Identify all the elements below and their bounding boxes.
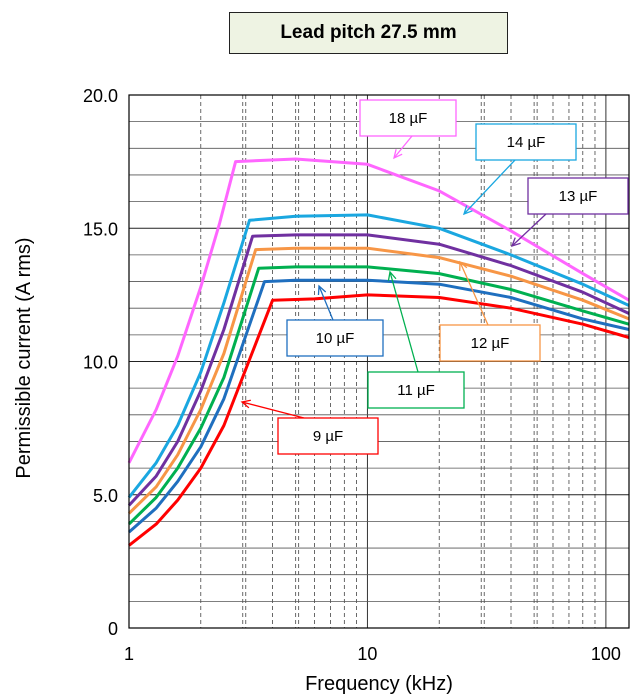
series-lines xyxy=(127,157,630,547)
annotation-arrow xyxy=(459,261,489,326)
annotation-box xyxy=(367,371,465,409)
annotation-label: 11 µF xyxy=(397,382,435,399)
annotation-arrowhead xyxy=(240,399,251,409)
annotation-box xyxy=(527,177,629,215)
annotation-arrow xyxy=(511,213,547,247)
annotations: 18 µF 14 µF 13 µF 12 µF 11 µF 10 µF 9 µF xyxy=(240,99,629,455)
annotation-box xyxy=(277,417,379,455)
annotation-arrow xyxy=(463,159,516,215)
y-tick-label: 15.0 xyxy=(83,219,118,239)
annotation-arrow xyxy=(318,285,334,321)
y-tick-label: 5.0 xyxy=(93,486,118,506)
series-line xyxy=(128,278,630,534)
y-tick-label: 10.0 xyxy=(83,353,118,373)
annotation-box xyxy=(286,319,384,357)
annotation-arrowhead xyxy=(317,284,327,296)
x-tick-label: 1 xyxy=(124,644,134,664)
series-line xyxy=(127,246,630,515)
annotation-box xyxy=(439,324,541,362)
annotation-arrow xyxy=(389,271,419,373)
annotation-arrowhead xyxy=(387,270,397,281)
x-tick-label: 10 xyxy=(357,644,377,664)
annotation-arrowhead xyxy=(459,260,468,272)
series-line xyxy=(128,293,630,547)
annotation-arrow xyxy=(241,401,305,419)
axes: 1 10 100 0 5.0 10.0 15.0 20.0 xyxy=(83,86,630,664)
series-line xyxy=(127,265,630,526)
annotation-arrowhead xyxy=(393,149,403,160)
annotation-arrow xyxy=(393,135,413,159)
annotation-label: 18 µF xyxy=(389,110,428,127)
x-tick-label: 100 xyxy=(591,644,621,664)
annotation-box xyxy=(475,123,577,161)
y-axis-label: Permissible current (A rms) xyxy=(13,237,35,478)
annotation-label: 9 µF xyxy=(313,428,343,445)
annotation-arrowhead xyxy=(462,205,473,216)
annotation-label: 10 µF xyxy=(316,330,355,347)
y-tick-label: 20.0 xyxy=(83,86,118,106)
annotation-label: 12 µF xyxy=(471,335,510,352)
x-axis-label: Frequency (kHz) xyxy=(305,673,453,695)
annotation-label: 13 µF xyxy=(559,188,598,205)
y-tick-label: 0 xyxy=(108,619,118,639)
annotation-arrowhead xyxy=(510,237,521,248)
annotation-label: 14 µF xyxy=(507,134,546,151)
chart-title: Lead pitch 27.5 mm xyxy=(229,12,508,54)
series-line xyxy=(127,233,630,507)
annotation-box xyxy=(359,99,457,137)
series-line xyxy=(127,213,630,499)
series-line xyxy=(127,157,630,464)
plot-frame xyxy=(128,94,630,629)
